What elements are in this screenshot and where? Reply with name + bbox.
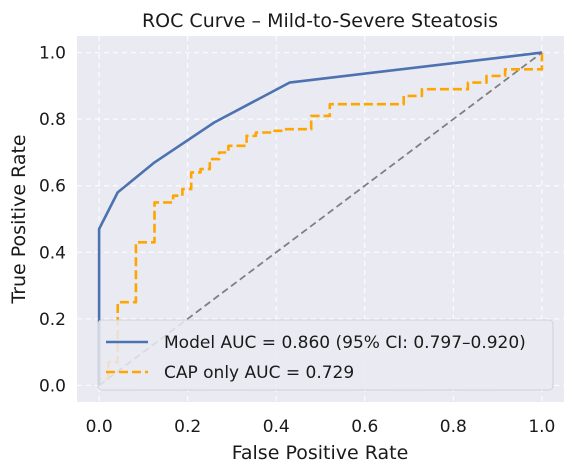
y-tick-label: 1.0 — [39, 44, 66, 64]
legend-box — [97, 319, 554, 391]
y-tick-label: 0.8 — [39, 110, 66, 130]
y-tick-label: 0.6 — [39, 177, 66, 197]
x-tick-label: 0.6 — [351, 417, 378, 437]
legend-model-label: Model AUC = 0.860 (95% CI: 0.797–0.920) — [164, 333, 526, 353]
x-axis-ticks: 0.0 0.2 0.4 0.6 0.8 1.0 — [86, 417, 556, 437]
y-tick-label: 0.2 — [39, 310, 66, 330]
cap-roc-line — [97, 52, 544, 386]
legend: Model AUC = 0.860 (95% CI: 0.797–0.920) … — [97, 319, 554, 391]
grid — [77, 36, 564, 402]
chart-title: ROC Curve – Mild-to-Severe Steatosis — [142, 10, 498, 32]
x-tick-label: 0.8 — [440, 417, 467, 437]
legend-cap-label: CAP only AUC = 0.729 — [164, 363, 354, 383]
x-tick-label: 1.0 — [528, 417, 555, 437]
x-tick-label: 0.2 — [174, 417, 201, 437]
x-axis-label: False Positive Rate — [232, 442, 409, 464]
y-axis-label: True Positive Rate — [8, 134, 30, 304]
x-tick-label: 0.4 — [263, 417, 290, 437]
y-tick-label: 0.0 — [39, 376, 66, 396]
y-tick-label: 0.4 — [39, 243, 66, 263]
x-tick-label: 0.0 — [86, 417, 113, 437]
y-axis-ticks: 0.0 0.2 0.4 0.6 0.8 1.0 — [39, 44, 66, 397]
